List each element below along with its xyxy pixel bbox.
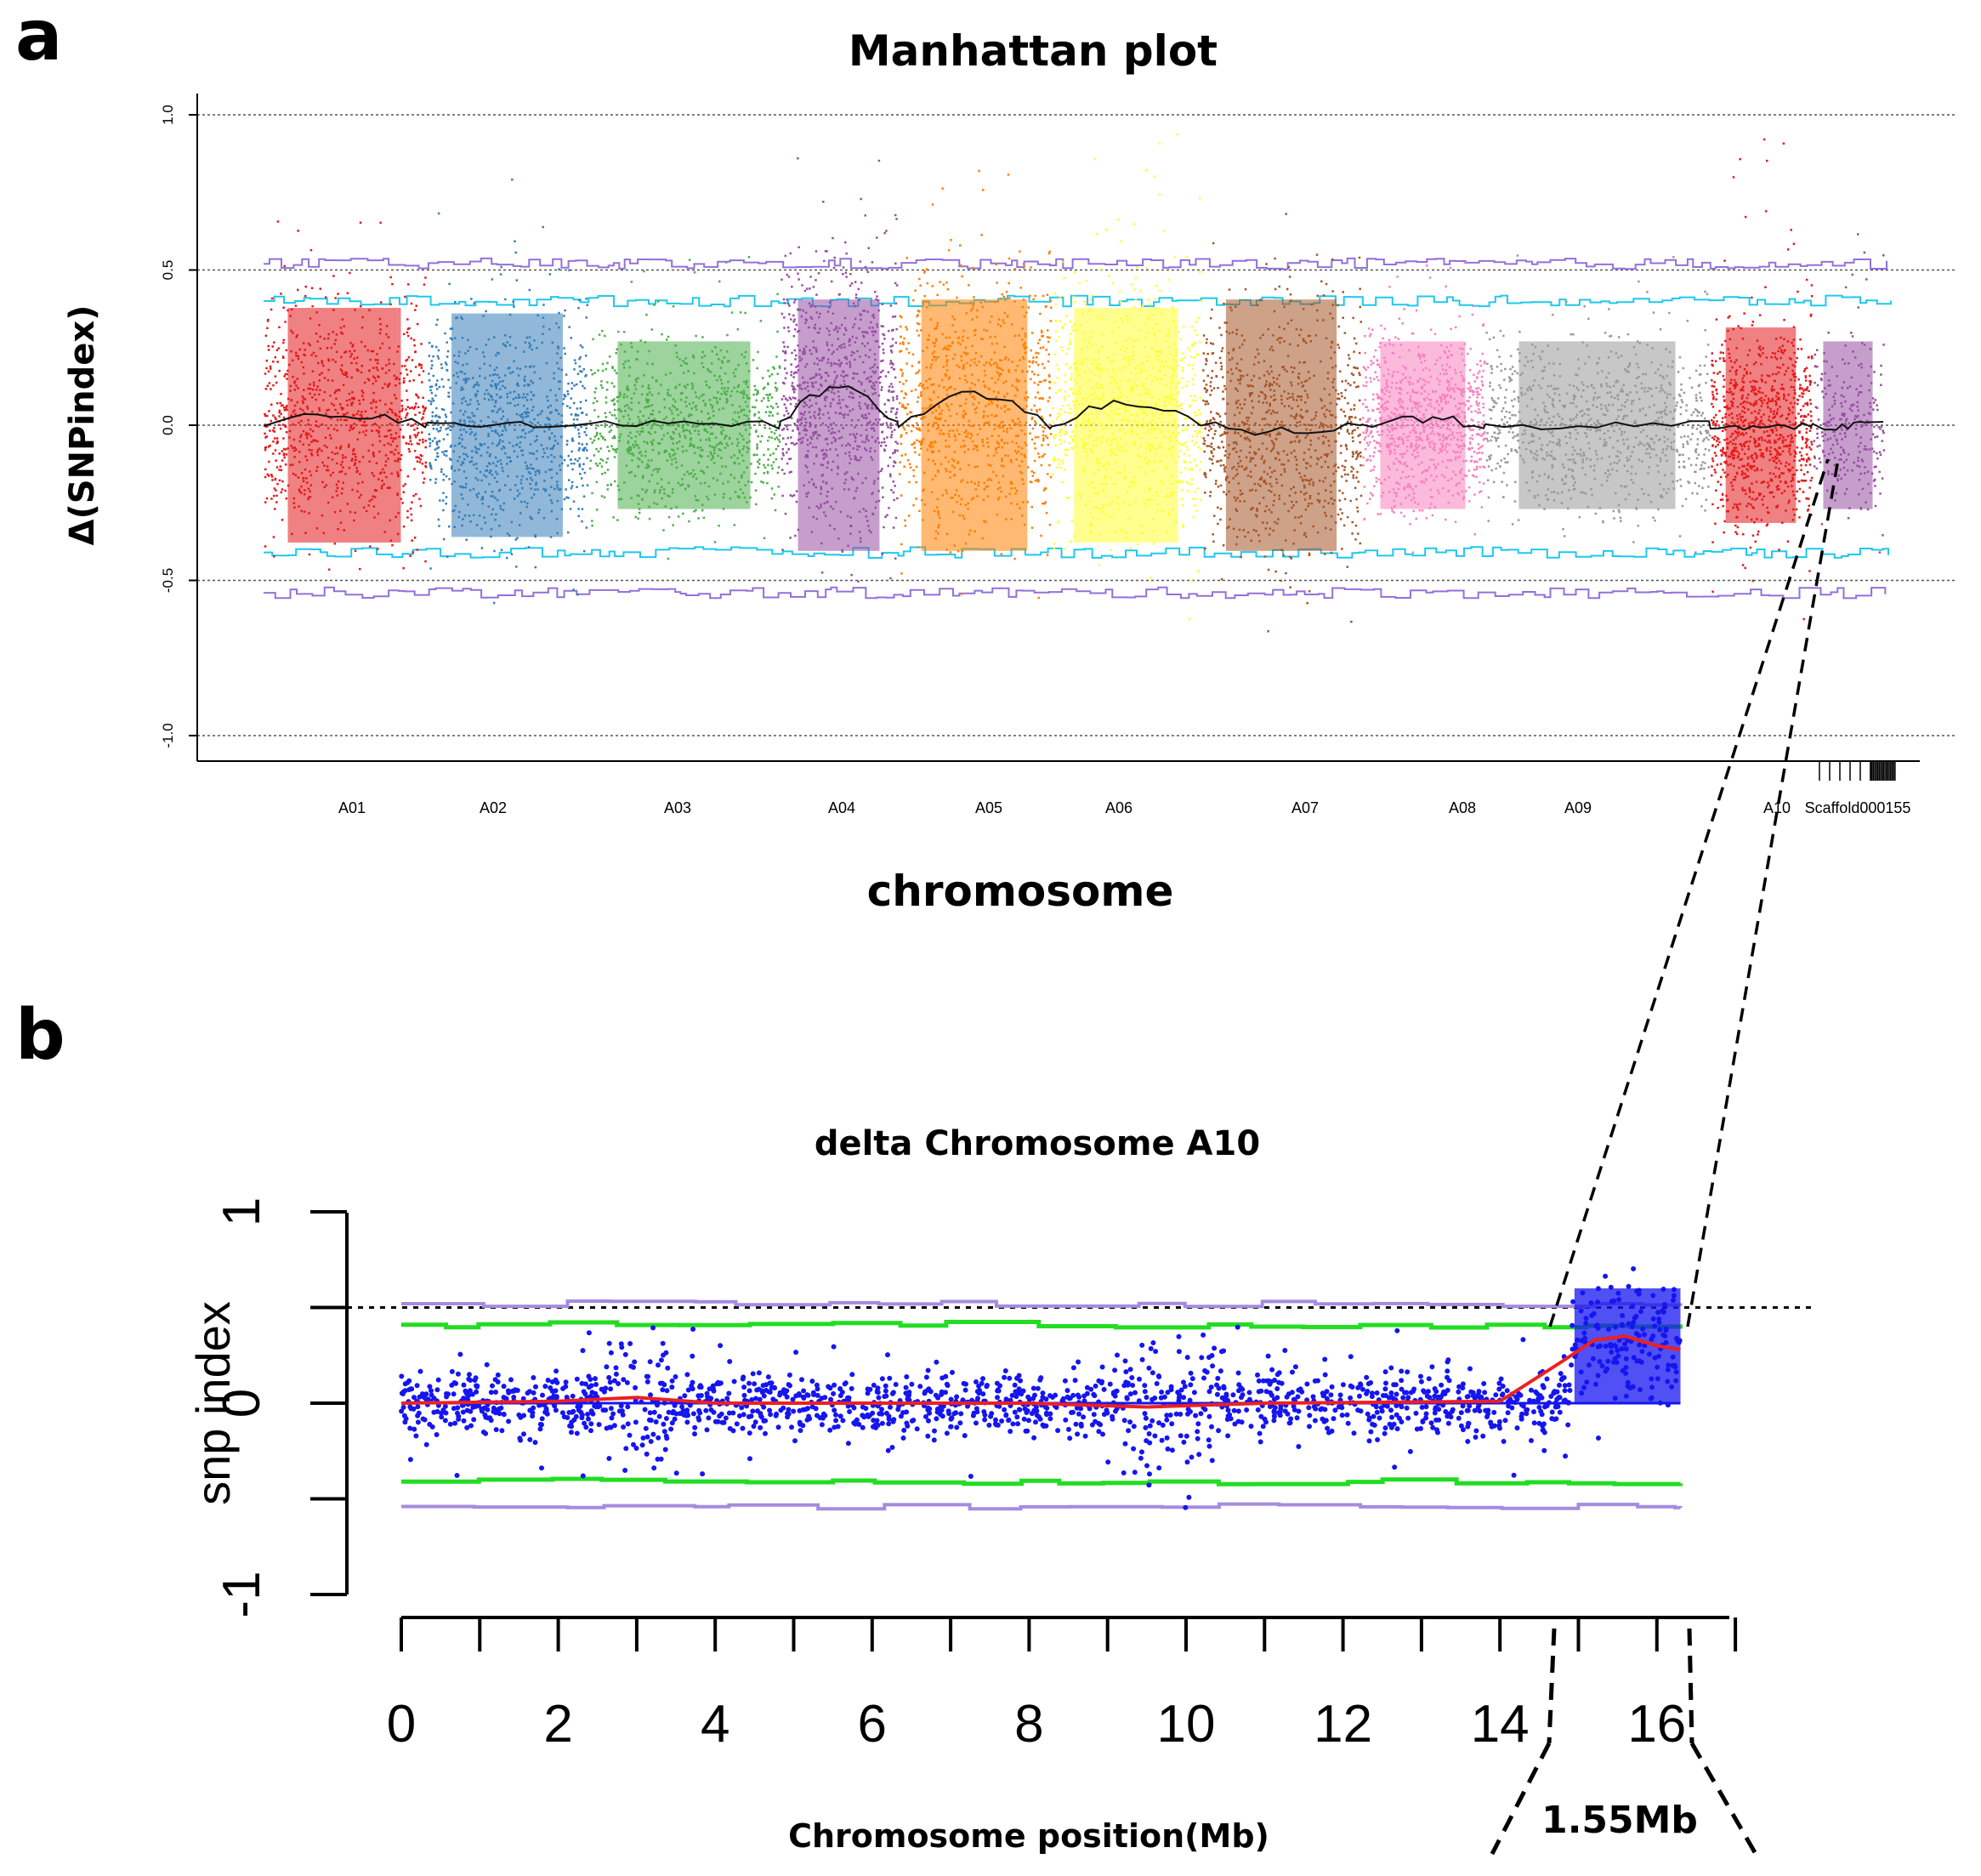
chromosome-A03 xyxy=(589,256,781,560)
y-tick-label: -1.0 xyxy=(160,723,176,748)
chromosome-A04 xyxy=(780,157,900,583)
chromosome-A06 xyxy=(1052,133,1203,621)
chromosome-label: A07 xyxy=(1291,799,1319,816)
threshold-step-b xyxy=(401,1476,1683,1487)
x-tick-label-b: 4 xyxy=(701,1695,729,1754)
chromosome-label: Scaffold000155 xyxy=(1805,799,1911,816)
chromosome-label: A03 xyxy=(664,799,691,816)
scaffold-ticks xyxy=(1819,761,1896,781)
density-core xyxy=(798,299,880,551)
x-axis-label-b: Chromosome position(Mb) xyxy=(788,1817,1269,1855)
chromosome-A09 xyxy=(1485,254,1711,554)
zoom-line-left xyxy=(1548,458,1830,1327)
y-ticks-a: -1.0 -0.5 0.0 0.5 1.0 xyxy=(160,105,197,748)
threshold-step-b xyxy=(401,1320,1683,1330)
y-tick-label: 0.5 xyxy=(160,260,176,281)
threshold-lines-b xyxy=(347,1299,1811,1511)
panel-label-a: a xyxy=(15,0,62,77)
fit-line xyxy=(263,385,1884,436)
chromosome-a10-plot: delta Chromosome A10 -101 0 2 4 6 8 10 12 14 16 … xyxy=(186,1124,1811,1855)
x-tick-label-b: 8 xyxy=(1014,1695,1043,1754)
x-tick-label-b: 12 xyxy=(1314,1695,1372,1754)
chromosome-A10 xyxy=(1711,138,1814,621)
manhattan-plot: Manhattan plot -1.0-0.50.00.51.0 A01 A02 A… xyxy=(63,26,1955,916)
y-tick-label: -0.5 xyxy=(160,568,176,593)
chromosome-A05 xyxy=(899,169,1053,600)
chromosome-Scaffold000155 xyxy=(1813,233,1886,554)
density-core xyxy=(451,313,563,537)
chromosome-label: A06 xyxy=(1105,799,1132,816)
fit-curve-b xyxy=(400,1334,1681,1409)
chromosome-label: A02 xyxy=(480,799,507,816)
y-tick-label-b: -1 xyxy=(213,1571,271,1617)
x-tick-label-b: 16 xyxy=(1627,1695,1686,1754)
chromosome-label: A10 xyxy=(1763,799,1791,816)
threshold-lines xyxy=(264,257,1892,600)
x-tick-label-b: 0 xyxy=(387,1695,416,1754)
a10-title: delta Chromosome A10 xyxy=(815,1124,1260,1163)
x-ticks-b: 0 2 4 6 8 10 12 14 16 xyxy=(387,1617,1738,1754)
threshold-step-b xyxy=(401,1502,1683,1511)
chromosome-label: A01 xyxy=(338,799,366,816)
x-tick-label-b: 2 xyxy=(543,1695,572,1754)
y-tick-label-b: 0 xyxy=(213,1389,271,1418)
chromosome-A02 xyxy=(428,179,589,605)
fit-line-b xyxy=(400,1334,1681,1409)
chromosome-label: A05 xyxy=(975,799,1002,816)
region-bracket-right xyxy=(1687,1628,1694,1744)
density-core xyxy=(1074,308,1178,543)
region-size-label: 1.55Mb xyxy=(1541,1799,1698,1842)
threshold-step xyxy=(264,546,1889,559)
threshold-step xyxy=(264,257,1887,270)
region-bracket-left xyxy=(1547,1628,1557,1744)
x-tick-label-b: 10 xyxy=(1157,1695,1216,1754)
density-core xyxy=(921,299,1028,551)
chromosome-A08 xyxy=(1362,261,1486,554)
panel-label-b: b xyxy=(15,995,65,1076)
chromosome-labels: A01 A02 A03 A04 A05 A06 A07 A08 A09 A10 Scaffold00… xyxy=(338,799,1910,816)
y-axis-label-b: snp index xyxy=(186,1301,240,1505)
density-core xyxy=(1225,299,1337,551)
y-tick-label: 1.0 xyxy=(160,105,176,125)
threshold-step-b xyxy=(401,1299,1683,1309)
x-axis-label-a: chromosome xyxy=(867,867,1174,916)
threshold-step xyxy=(264,586,1887,600)
density-core xyxy=(1823,341,1873,509)
chromosome-label: A04 xyxy=(828,799,855,816)
chromosome-A01 xyxy=(264,220,428,571)
fit-curve xyxy=(263,385,1884,436)
chromosome-label: A09 xyxy=(1564,799,1592,816)
density-core xyxy=(1380,341,1466,509)
zoom-connector: 1.55Mb xyxy=(1490,458,1840,1856)
chromosome-label: A08 xyxy=(1449,799,1476,816)
zoom-line-right xyxy=(1686,458,1840,1327)
x-tick-label-b: 14 xyxy=(1471,1695,1530,1754)
chromosome-points xyxy=(264,133,1886,633)
y-ticks-b: -1 0 1 xyxy=(213,1197,347,1618)
x-tick-label-b: 6 xyxy=(858,1695,887,1754)
manhattan-title: Manhattan plot xyxy=(849,26,1218,76)
density-core xyxy=(1518,341,1676,509)
chromosome-A07 xyxy=(1202,213,1363,633)
y-tick-label: 0.0 xyxy=(160,415,176,435)
y-tick-label-b: 1 xyxy=(213,1197,271,1226)
y-axis-label-a: Δ(SNPindex) xyxy=(63,305,102,546)
region-bracket-left-diag xyxy=(1490,1742,1552,1856)
threshold-step xyxy=(264,294,1892,308)
density-core xyxy=(287,308,401,543)
region-bracket-right-diag xyxy=(1689,1742,1758,1856)
